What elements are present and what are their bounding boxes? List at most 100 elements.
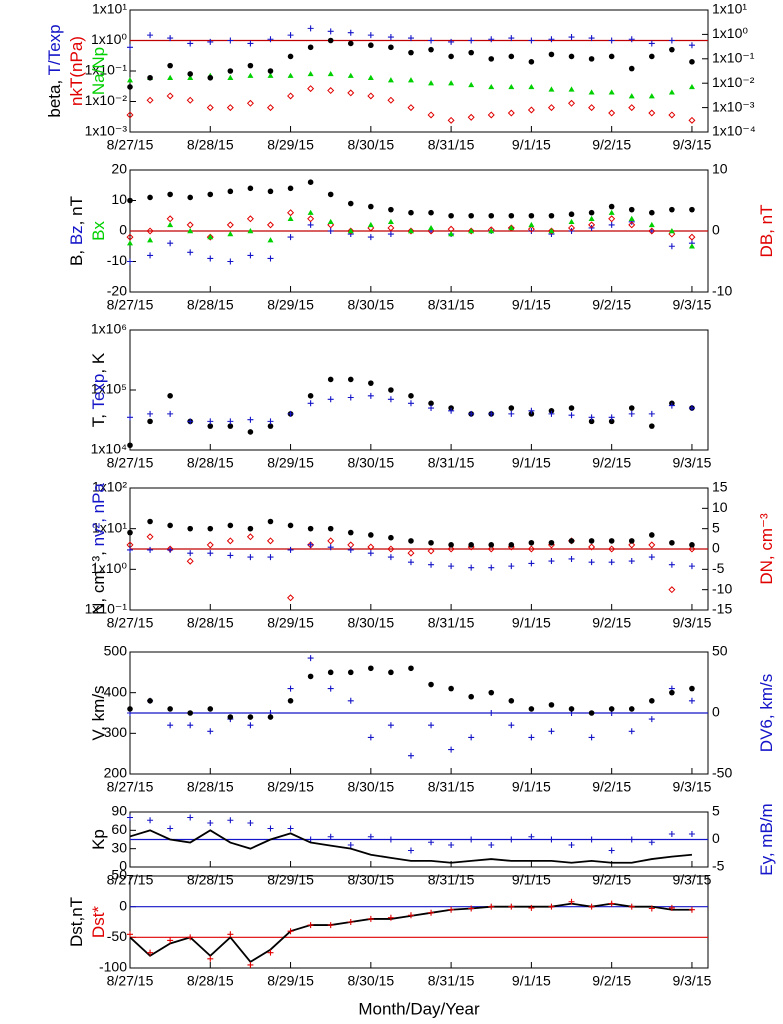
x-tick-label: 9/1/15 [512,455,551,471]
point [508,83,515,90]
x-tick-label: 8/29/15 [267,973,314,989]
point [508,224,515,231]
y-tick-label: 0 [119,222,127,238]
point [688,697,695,704]
point [187,228,194,234]
axis-label-part: Ey, mB/m [757,803,776,875]
point [428,80,435,86]
point [327,544,334,551]
y2-tick-label: 10 [712,161,728,177]
x-tick-label: 9/3/15 [672,297,711,313]
point [247,429,254,435]
y-tick-label: 200 [104,765,128,781]
x-tick-label: 8/30/15 [347,455,394,471]
point [548,36,555,43]
point [226,104,234,112]
point [427,547,435,555]
point [548,728,555,735]
point [548,903,555,910]
point [287,185,294,192]
point [547,104,555,112]
point [648,109,656,117]
point [387,96,395,104]
point [307,44,314,51]
point [568,412,575,419]
point [668,89,675,95]
point [628,728,635,735]
point [307,85,315,93]
point [407,104,415,112]
point [388,44,394,51]
y2-tick-label: 1x10⁻² [712,74,755,90]
point [568,405,575,411]
point [207,38,214,45]
point [367,221,374,228]
point [648,541,656,549]
y-tick-label: -50 [107,928,127,944]
point [448,80,455,86]
y2-tick-label: 50 [712,643,728,659]
axis-label: Bx [89,221,108,241]
point [488,228,495,234]
point [327,525,334,532]
point [568,706,575,712]
point [246,215,254,223]
point [387,231,394,238]
point [548,702,555,708]
point [227,714,234,720]
point [127,414,133,421]
point [568,34,575,41]
x-tick-label: 8/27/15 [107,615,154,631]
x-tick-label: 8/31/15 [428,779,475,795]
point [167,722,174,729]
point [588,56,595,62]
point [668,37,675,44]
point [688,42,695,49]
point [347,546,354,553]
point [468,564,475,571]
point [428,209,434,216]
axis-label: DV6, km/s [757,674,776,752]
point [127,442,133,449]
point [689,685,695,692]
point [548,86,555,92]
point [507,224,515,232]
point [588,543,596,551]
point [588,538,595,544]
point [287,53,294,60]
point [447,545,455,553]
point [468,49,474,56]
point [649,423,655,429]
point [127,931,133,938]
point [527,106,535,114]
point [508,903,515,910]
point [127,44,133,51]
y-tick-label: 500 [104,643,128,659]
point [287,594,295,602]
x-tick-label: 8/31/15 [428,297,475,313]
point [267,68,274,74]
point [186,96,194,104]
point [427,111,435,119]
point [688,243,695,249]
point [548,51,555,58]
axis-label-part: Na/Np [89,47,108,95]
point [347,89,355,97]
point [187,418,194,425]
point [387,224,395,232]
point [407,228,414,234]
y-tick-label: 1x10⁰ [91,560,127,576]
x-tick-label: 8/27/15 [107,137,154,153]
point [167,393,173,399]
point [327,833,334,840]
point [628,65,635,72]
point [528,228,535,234]
point [488,689,495,696]
point [428,722,435,729]
point [508,698,515,704]
point [588,836,595,843]
point [227,423,234,429]
x-tick-label: 9/1/15 [512,779,551,795]
x-tick-label: 8/28/15 [187,779,234,795]
